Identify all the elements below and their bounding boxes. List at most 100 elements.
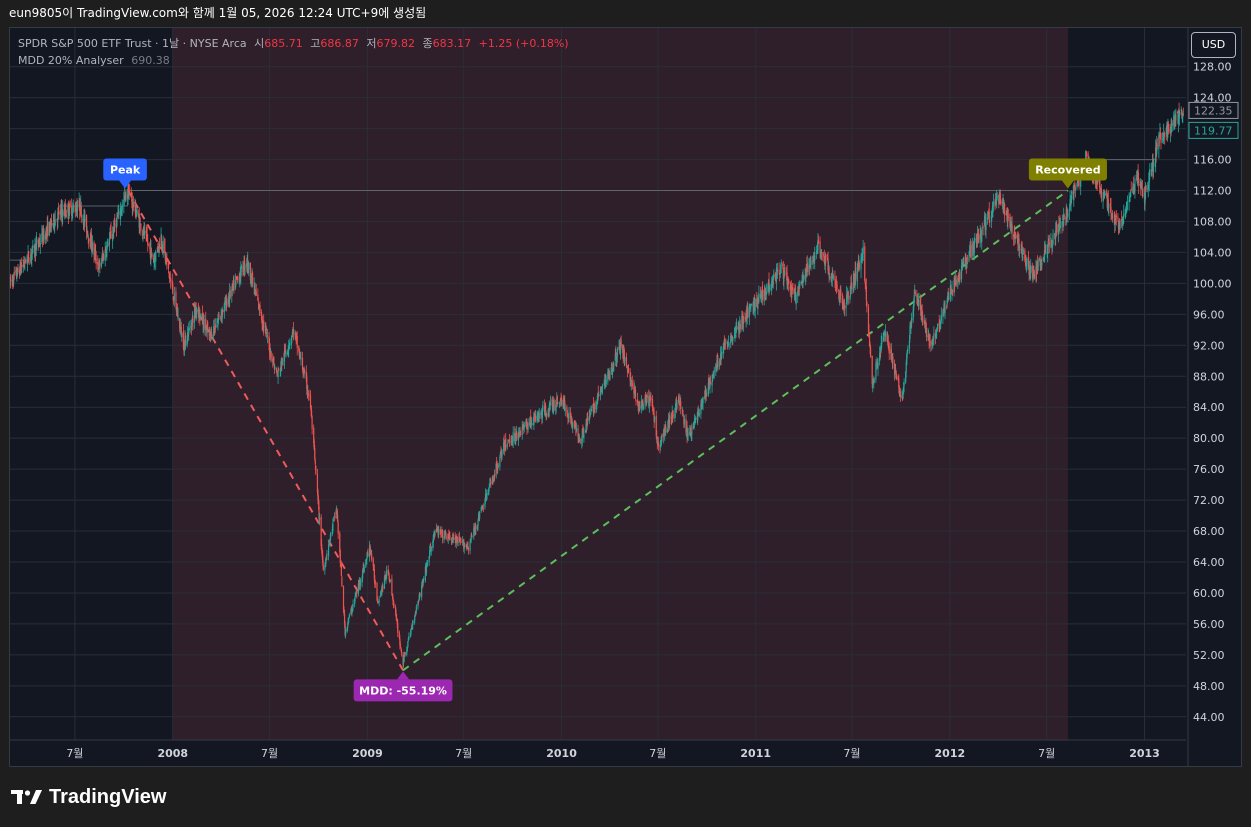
candle (35, 236, 37, 257)
candle-body (387, 569, 389, 574)
candle (489, 478, 491, 488)
candle-body (268, 345, 271, 353)
candle-body (983, 219, 986, 225)
currency-button[interactable]: USD (1191, 32, 1236, 58)
candle-body (958, 277, 960, 280)
candle-body (313, 427, 315, 443)
candle (979, 225, 981, 248)
chart-panel[interactable]: SPDR S&P 500 ETF Trust · 1날 · NYSE Arca … (9, 27, 1242, 767)
candle-body (73, 206, 75, 208)
candle-body (225, 298, 228, 308)
candle (155, 249, 157, 271)
candle (438, 526, 440, 539)
candle-body (193, 309, 196, 323)
recovered-badge[interactable]: Recovered (1028, 158, 1107, 189)
candle (748, 304, 750, 326)
candle-body (146, 234, 148, 241)
candle-body (633, 388, 636, 395)
indicator-name[interactable]: MDD 20% Analyser (18, 54, 124, 67)
indicator-value: 690.38 (131, 54, 170, 67)
candle-body (436, 527, 438, 531)
candle (1004, 202, 1006, 223)
candle-body (1027, 257, 1030, 269)
candle-body (721, 352, 723, 358)
candle (798, 285, 800, 296)
candle-body (869, 347, 872, 358)
candle-body (612, 369, 614, 373)
candle (717, 354, 719, 371)
candle-body (654, 418, 656, 420)
candle-body (587, 417, 589, 421)
candle-body (1161, 138, 1164, 140)
candle-body (1015, 235, 1017, 238)
candle (424, 562, 427, 583)
candle-body (108, 238, 111, 245)
candle-body (376, 600, 379, 602)
candle (882, 332, 884, 342)
candle (747, 301, 749, 319)
candle (143, 222, 146, 239)
candle (337, 520, 339, 540)
candle-body (841, 297, 844, 305)
candle-body (415, 606, 417, 612)
candle-body (1104, 193, 1106, 196)
candle-body (333, 516, 335, 519)
candle-body (940, 321, 942, 324)
candle-body (793, 288, 795, 294)
candle (145, 224, 147, 242)
candle-body (520, 434, 522, 435)
candle (240, 264, 242, 276)
candle-body (592, 403, 595, 414)
candle-body (732, 336, 734, 341)
candle (39, 234, 41, 254)
candle (320, 514, 322, 550)
candle-body (295, 332, 297, 337)
candle (281, 357, 283, 366)
candle (493, 474, 495, 483)
candle-body (187, 334, 189, 337)
candle (1140, 179, 1142, 190)
candle-body (1048, 242, 1050, 246)
candle-body (1021, 246, 1023, 258)
candle (998, 189, 1000, 205)
candle (91, 235, 94, 255)
candle (1171, 120, 1173, 132)
brand-logo[interactable]: TradingView (11, 786, 166, 808)
candle-body (806, 262, 808, 273)
candle-body (514, 432, 516, 442)
candle (414, 610, 416, 617)
candle (1121, 216, 1123, 226)
candle-body (1150, 169, 1153, 171)
candle-body (1121, 220, 1123, 223)
candle-body (877, 361, 879, 369)
candle (540, 408, 542, 416)
candle (104, 241, 106, 267)
candle-body (162, 241, 164, 252)
candle-body (388, 574, 390, 576)
candle-body (123, 200, 125, 205)
candle-body (667, 418, 670, 426)
mdd-badge[interactable]: MDD: -55.19% (353, 671, 453, 702)
candle-body (849, 296, 851, 297)
candle-body (940, 314, 942, 322)
candle-body (1056, 224, 1058, 233)
candle (594, 400, 596, 414)
candle-body (968, 257, 970, 262)
peak-badge[interactable]: Peak (103, 158, 147, 189)
candle-body (1182, 114, 1184, 117)
candle-body (622, 344, 624, 353)
candle (414, 614, 416, 624)
candle-body (762, 289, 764, 300)
candle-body (1123, 213, 1125, 218)
candle-body (1109, 202, 1112, 205)
candle (587, 411, 589, 426)
candle-body (138, 213, 140, 218)
candle (560, 395, 563, 407)
candle (572, 421, 574, 434)
legend-symbol[interactable]: SPDR S&P 500 ETF Trust · 1날 · NYSE Arca (18, 37, 247, 50)
candle (168, 272, 171, 283)
candle-body (357, 583, 359, 594)
candle (805, 268, 807, 286)
candle-body (50, 219, 53, 226)
